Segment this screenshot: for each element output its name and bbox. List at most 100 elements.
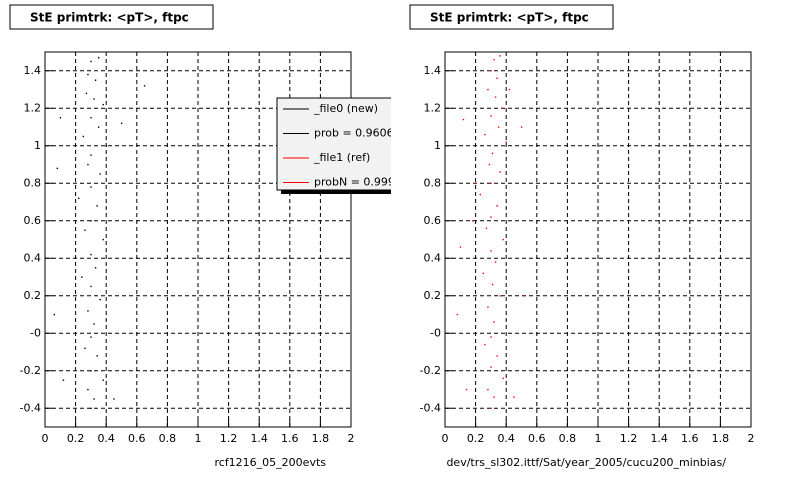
- point: [491, 283, 494, 286]
- point: [93, 98, 95, 100]
- point: [96, 355, 98, 357]
- y-tick-label: 0.4: [424, 251, 442, 264]
- point: [96, 205, 98, 207]
- point: [497, 126, 500, 128]
- y-tick-label: -0.4: [420, 401, 441, 414]
- point: [494, 96, 497, 98]
- point: [90, 370, 92, 372]
- y-tick-label: 1.2: [24, 101, 42, 114]
- x-axis-label: rcf1216_05_200evts: [214, 456, 326, 469]
- x-tick-label: 1.2: [620, 432, 638, 445]
- point: [456, 313, 459, 316]
- point: [502, 238, 504, 241]
- point: [120, 122, 123, 125]
- point: [499, 171, 501, 173]
- title-box: [9, 4, 214, 30]
- point: [484, 343, 486, 346]
- point: [84, 347, 86, 350]
- y-tick-label: 0.6: [24, 214, 42, 227]
- y-tick-label: 0.8: [24, 176, 42, 189]
- point: [502, 377, 504, 380]
- title-box: [409, 4, 614, 30]
- point: [105, 145, 107, 147]
- x-tick-label: 0.4: [497, 432, 515, 445]
- x-tick-label: 0.8: [159, 432, 177, 445]
- x-tick-label: 1: [595, 432, 602, 445]
- x-tick-label: 1.8: [312, 432, 330, 445]
- x-tick-label: 0: [42, 432, 49, 445]
- point: [84, 229, 86, 231]
- point: [475, 182, 477, 185]
- x-tick-label: 0.2: [467, 432, 485, 445]
- x-tick-label: 0.2: [67, 432, 85, 445]
- point: [484, 133, 486, 136]
- point: [471, 220, 474, 222]
- y-tick-label: -0.4: [20, 401, 41, 414]
- point: [508, 88, 511, 91]
- point: [99, 173, 101, 175]
- legend: _file0 (new) prob = 0.960605 _file1 (ref) p…: [276, 97, 409, 194]
- point: [87, 73, 89, 76]
- point: [97, 57, 100, 59]
- point: [505, 141, 507, 143]
- point: [102, 238, 104, 241]
- chart-title: StE primtrk: <pT>, ftpc: [30, 11, 189, 25]
- point: [491, 152, 494, 155]
- point: [90, 186, 92, 188]
- point: [90, 154, 92, 156]
- x-tick-label: 1.2: [220, 432, 238, 445]
- point: [499, 55, 501, 57]
- x-tick-label: 2: [348, 432, 355, 445]
- y-tick-label: 0.8: [424, 176, 442, 189]
- y-tick-label: -0: [430, 326, 441, 339]
- point: [465, 388, 468, 391]
- legend-label: probN = 0.99921: [314, 176, 409, 189]
- point: [487, 388, 489, 391]
- y-tick-label: 1.2: [424, 101, 442, 114]
- point: [87, 310, 89, 312]
- point: [490, 366, 492, 368]
- point: [488, 163, 491, 166]
- x-tick-label: 1.6: [281, 432, 299, 445]
- point: [90, 117, 92, 119]
- legend-box: [276, 97, 391, 191]
- x-tick-label: 1.4: [250, 432, 268, 445]
- point: [90, 285, 92, 288]
- point: [490, 250, 492, 252]
- y-tick-label: -0.2: [420, 364, 441, 377]
- x-tick-label: 0.6: [528, 432, 546, 445]
- legend-label: prob = 0.960605: [314, 127, 408, 140]
- point: [523, 295, 526, 297]
- point: [485, 227, 488, 230]
- point: [462, 118, 465, 121]
- point: [490, 216, 492, 218]
- point: [93, 323, 95, 325]
- y-tick-label: 0.6: [424, 214, 442, 227]
- legend-label: _file0 (new): [313, 102, 378, 115]
- y-tick-label: 0.2: [424, 289, 442, 302]
- point: [490, 336, 492, 338]
- point: [513, 396, 515, 398]
- point: [490, 182, 492, 185]
- point: [90, 253, 92, 256]
- x-tick-label: 0.6: [128, 432, 146, 445]
- point: [493, 321, 495, 323]
- point: [490, 407, 492, 410]
- x-tick-label: 1.4: [650, 432, 668, 445]
- chart-title: StE primtrk: <pT>, ftpc: [430, 11, 589, 25]
- x-tick-label: 0: [442, 432, 449, 445]
- point: [487, 88, 489, 91]
- x-tick-label: 2: [748, 432, 755, 445]
- point: [53, 313, 55, 316]
- point: [496, 77, 498, 80]
- x-tick-label: 0.8: [559, 432, 577, 445]
- point: [143, 85, 146, 87]
- point: [90, 220, 92, 222]
- point: [501, 107, 503, 110]
- x-tick-label: 1: [195, 432, 202, 445]
- point: [87, 388, 89, 391]
- y-tick-label: 1.4: [424, 64, 442, 77]
- point: [494, 261, 497, 263]
- y-tick-label: 1.4: [24, 64, 42, 77]
